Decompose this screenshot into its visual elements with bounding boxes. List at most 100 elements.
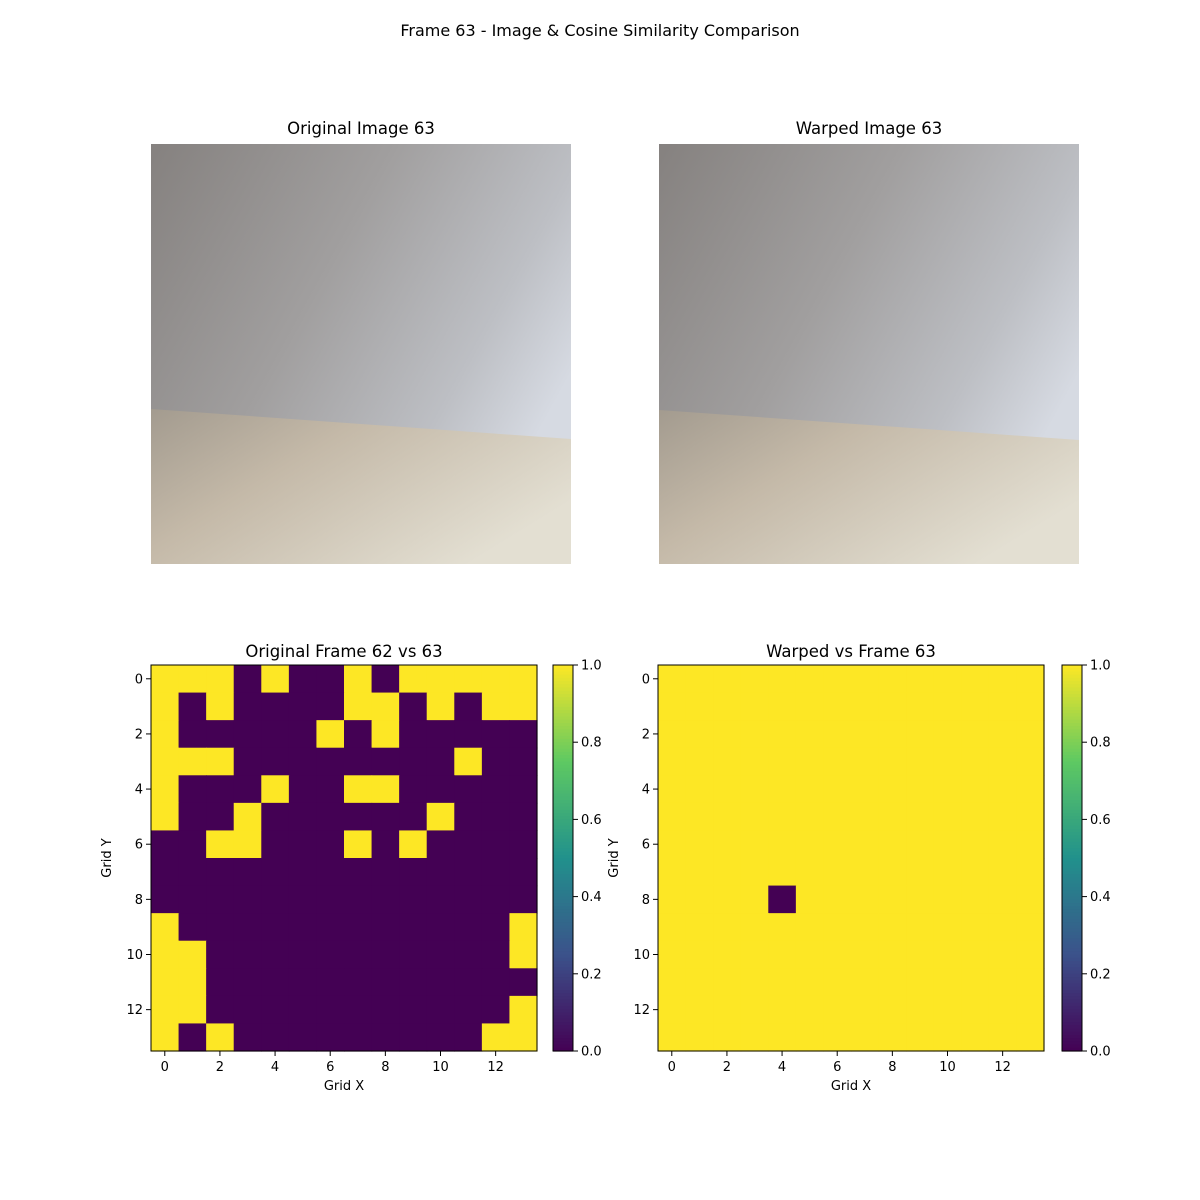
heatmap-cell: [658, 940, 687, 969]
colorbar-segment: [553, 758, 573, 763]
heatmap-cell: [454, 995, 483, 1025]
heatmap-cell: [261, 913, 290, 942]
heatmap-cell: [344, 720, 373, 749]
heatmap-cell: [658, 830, 687, 859]
heatmap-cell: [481, 913, 511, 942]
heatmap-cell: [426, 665, 455, 694]
colorbar-segment: [553, 989, 573, 994]
heatmap-cell: [509, 775, 538, 804]
heatmap-cell: [206, 665, 235, 694]
colorbar-segment: [1062, 896, 1082, 901]
heatmap-cell: [344, 968, 373, 997]
heatmap-cell: [399, 940, 428, 969]
heatmap-cell: [823, 940, 852, 969]
heatmap-cell: [685, 885, 714, 914]
colorbar-segment: [1062, 941, 1082, 946]
heatmap-cell: [795, 885, 825, 914]
colorbar-segment: [1062, 883, 1082, 888]
heatmap-cell: [288, 747, 318, 776]
heatmap-cell: [1016, 692, 1045, 721]
heatmap-cell: [851, 802, 880, 832]
heatmap-cell: [961, 968, 990, 997]
y-tick-label: 8: [642, 893, 650, 908]
heatmap-cell: [740, 802, 769, 832]
heatmap-cell: [261, 802, 290, 832]
colorbar-segment: [1062, 684, 1082, 689]
heatmap-cell: [851, 913, 880, 942]
y-tick-label: 0: [642, 672, 650, 687]
heatmap-cell: [151, 747, 180, 776]
heatmap-cell: [206, 1023, 235, 1052]
heatmap-cell: [261, 858, 290, 887]
heatmap-cell: [371, 885, 400, 914]
colorbar-segment: [553, 1018, 573, 1023]
colorbar-segment: [553, 665, 573, 669]
heatmap-cell: [261, 995, 290, 1025]
colorbar-segment: [1062, 729, 1082, 734]
colorbar-segment: [553, 748, 573, 753]
colorbar-segment: [553, 681, 573, 685]
y-tick-label: 10: [126, 948, 143, 963]
heatmap-cell: [768, 692, 797, 721]
heatmap-cell: [206, 775, 235, 804]
colorbar-tick-label: 0.4: [581, 890, 602, 905]
heatmap-cell: [768, 747, 797, 776]
heatmap-cell: [740, 968, 769, 997]
heatmap-cell: [151, 692, 180, 721]
heatmap-cell: [399, 885, 428, 914]
heatmap-cell: [823, 858, 852, 887]
colorbar-segment: [1062, 851, 1082, 856]
heatmap-cell: [426, 995, 455, 1025]
y-tick-label: 2: [135, 727, 143, 742]
heatmap-cell: [288, 885, 318, 914]
colorbar-segment: [553, 713, 573, 718]
colorbar-segment: [553, 742, 573, 747]
heatmap-cell: [233, 913, 262, 942]
heatmap-cell: [426, 775, 455, 804]
heatmap-cell: [1016, 858, 1045, 887]
colorbar-segment: [553, 793, 573, 798]
colorbar-tick-label: 1.0: [1090, 659, 1111, 674]
colorbar-segment: [553, 684, 573, 689]
x-tick-label: 8: [381, 1060, 389, 1075]
heatmap-cell: [878, 830, 907, 859]
colorbar-segment: [1062, 1022, 1082, 1026]
colorbar-tick-label: 0.2: [1090, 967, 1111, 982]
heatmap-cell: [878, 968, 907, 997]
heatmap-cell: [851, 968, 880, 997]
colorbar-segment: [553, 1009, 573, 1013]
heatmap-cell: [288, 802, 318, 832]
heatmap-cell: [371, 747, 400, 776]
heatmap-cell: [906, 1023, 935, 1052]
colorbar-segment: [553, 938, 573, 943]
x-tick-label: 12: [994, 1060, 1011, 1075]
colorbar-segment: [1062, 732, 1082, 737]
y-tick-label: 8: [135, 893, 143, 908]
heatmap-cell: [906, 885, 935, 914]
heatmap-cell: [795, 940, 825, 969]
heatmap-cell: [288, 692, 318, 721]
heatmap-cell: [481, 692, 511, 721]
heatmap-cell: [316, 665, 345, 694]
colorbar-segment: [1062, 706, 1082, 711]
colorbar-segment: [1062, 681, 1082, 685]
colorbar-segment: [1062, 841, 1082, 846]
colorbar-segment: [553, 761, 573, 766]
heatmap-cell: [454, 665, 483, 694]
colorbar-segment: [1062, 935, 1082, 940]
heatmap-cell: [988, 720, 1018, 749]
colorbar-segment: [553, 883, 573, 888]
colorbar-segment: [553, 780, 573, 785]
heatmap-cell: [316, 858, 345, 887]
colorbar-segment: [553, 851, 573, 856]
colorbar-segment: [553, 751, 573, 756]
colorbar-segment: [1062, 825, 1082, 830]
y-tick-label: 6: [135, 838, 143, 853]
heatmap-cell: [740, 775, 769, 804]
colorbar-segment: [553, 829, 573, 833]
colorbar-segment: [553, 922, 573, 927]
heatmap-cell: [988, 913, 1018, 942]
heatmap-cell: [851, 692, 880, 721]
colorbar-segment: [553, 674, 573, 679]
heatmap-cell: [795, 692, 825, 721]
